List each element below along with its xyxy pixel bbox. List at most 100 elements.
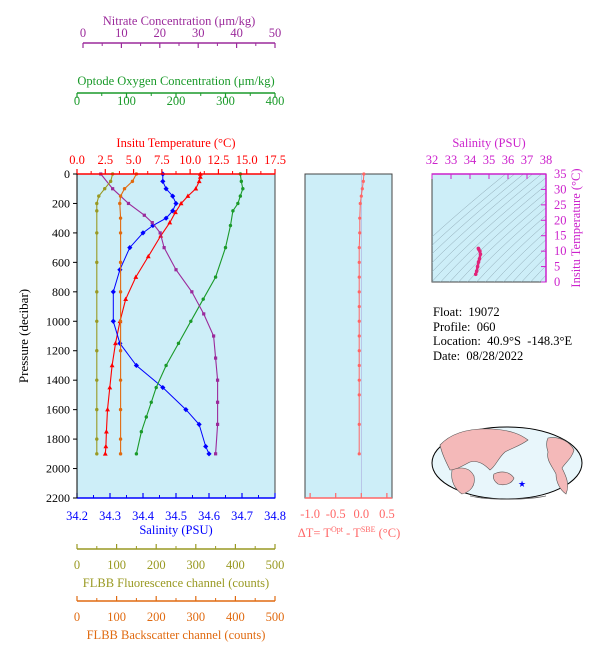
pressure-tick-label: 800 <box>52 285 70 299</box>
oxygen-point <box>164 363 168 368</box>
delta-t-title-part: - T <box>343 526 361 540</box>
backscatter-point <box>118 260 123 265</box>
backscatter-tick-label: 200 <box>147 610 166 624</box>
world-map-australia <box>492 471 515 486</box>
temperature-point <box>113 340 118 346</box>
delta-t-point <box>358 216 362 220</box>
nitrate-point <box>111 187 115 191</box>
temperature-tick-label: 2.5 <box>97 153 113 167</box>
nitrate-point <box>215 400 220 404</box>
nitrate-point <box>214 452 218 456</box>
fluorescence-point <box>95 407 99 412</box>
temperature-point <box>145 253 151 259</box>
salinity-tick-label: 34.5 <box>165 509 187 523</box>
delta-t-title: ΔT= TOpt - TSBE (°C) <box>298 525 401 540</box>
oxygen-point <box>228 223 233 228</box>
backscatter-point <box>122 187 127 191</box>
oxygen-point <box>154 385 158 390</box>
backscatter-point <box>118 437 123 441</box>
ts-salinity-tick-label: 32 <box>426 153 439 167</box>
delta-t-point <box>357 334 361 338</box>
backscatter-tick-label: 400 <box>226 610 245 624</box>
temperature-point <box>104 429 109 434</box>
temperature-tick-label: 0.0 <box>69 153 85 167</box>
backscatter-point <box>118 407 123 412</box>
nitrate-point <box>126 201 131 206</box>
temperature-tick-label: 12.5 <box>207 153 229 167</box>
salinity-point <box>163 215 169 221</box>
world-map-africa <box>451 467 475 495</box>
fluorescence-tick-label: 200 <box>147 558 166 572</box>
delta-t-point <box>357 349 361 353</box>
nitrate-point <box>174 268 178 272</box>
delta-t-point <box>357 319 361 323</box>
ts-temperature-tick-label: 5 <box>554 260 560 274</box>
salinity-point <box>183 407 189 413</box>
temperature-point <box>196 178 202 184</box>
ts-isopycnal-line <box>432 174 515 246</box>
fluorescence-point <box>95 349 99 353</box>
temperature-point <box>193 186 199 191</box>
delta-t-panel <box>304 173 393 499</box>
nitrate-tick-label: 30 <box>192 26 205 40</box>
date-text: Date: 08/28/2022 <box>433 348 524 363</box>
pressure-tick-label: 1800 <box>46 432 70 446</box>
ts-temperature-tick-label: 35 <box>554 167 567 181</box>
nitrate-series-line <box>100 173 219 454</box>
ts-salinity-title: Salinity (PSU) <box>452 136 525 150</box>
ts-isopycnal-line <box>539 274 546 282</box>
delta-t-point <box>357 246 361 250</box>
nitrate-point <box>162 246 166 250</box>
backscatter-point <box>118 194 123 198</box>
oxygen-point <box>201 297 205 301</box>
ts-isopycnal-line <box>432 174 542 273</box>
delta-t-point <box>357 393 361 397</box>
delta-t-point <box>362 172 366 176</box>
delta-t-tick-label: -1.0 <box>300 507 320 521</box>
delta-t-point <box>357 275 361 279</box>
temperature-point <box>167 220 173 225</box>
ts-isopycnal-line <box>449 192 546 282</box>
salinity-point <box>150 222 156 229</box>
oxygen-tick-label: 300 <box>216 94 235 108</box>
ts-temperature-tick-label: 20 <box>554 213 567 227</box>
backscatter-point <box>118 231 123 235</box>
temperature-point <box>109 362 115 368</box>
temperature-tick-label: 15.0 <box>236 153 258 167</box>
delta-t-title-part: (°C) <box>375 526 400 540</box>
delta-t-tick-label: 0.0 <box>353 507 369 521</box>
salinity-point <box>173 200 179 207</box>
ts-temperature-tick-label: 25 <box>554 198 567 212</box>
salinity-point <box>110 289 116 295</box>
fluorescence-point <box>95 437 99 441</box>
delta-t-point <box>358 231 362 235</box>
nitrate-point <box>142 213 146 217</box>
fluorescence-tick-label: 100 <box>107 558 126 572</box>
ts-diagram-panel <box>431 173 547 283</box>
salinity-point <box>110 318 116 324</box>
fluorescence-point <box>95 290 99 294</box>
nitrate-tick-label: 40 <box>230 26 243 40</box>
salinity-point <box>160 178 166 184</box>
delta-t-tick-label: -0.5 <box>326 507 346 521</box>
salinity-point <box>117 340 123 346</box>
delta-t-title-superscript: SBE <box>361 525 376 534</box>
temperature-point <box>107 384 113 390</box>
fluorescence-point <box>95 378 99 382</box>
oxygen-point <box>223 245 228 250</box>
temperature-tick-label: 17.5 <box>264 153 286 167</box>
ts-isopycnal-line <box>432 174 533 264</box>
backscatter-point <box>118 349 123 353</box>
backscatter-title: FLBB Backscatter channel (counts) <box>87 628 266 642</box>
float-info-box: Float: 19072 Profile: 060 Location: 40.9… <box>433 305 572 363</box>
ts-isopycnal-line <box>432 174 524 255</box>
pressure-tick-label: 1400 <box>46 373 70 387</box>
pressure-title: Pressure (decibar) <box>16 289 31 383</box>
oxygen-point <box>241 187 245 191</box>
fluorescence-point <box>95 231 99 235</box>
world-map-antarctica <box>469 495 547 500</box>
location-text: Location: 40.9°S -148.3°E <box>433 334 573 348</box>
ts-isopycnal-line <box>432 177 546 282</box>
ts-temperature-tick-label: 10 <box>554 244 567 258</box>
